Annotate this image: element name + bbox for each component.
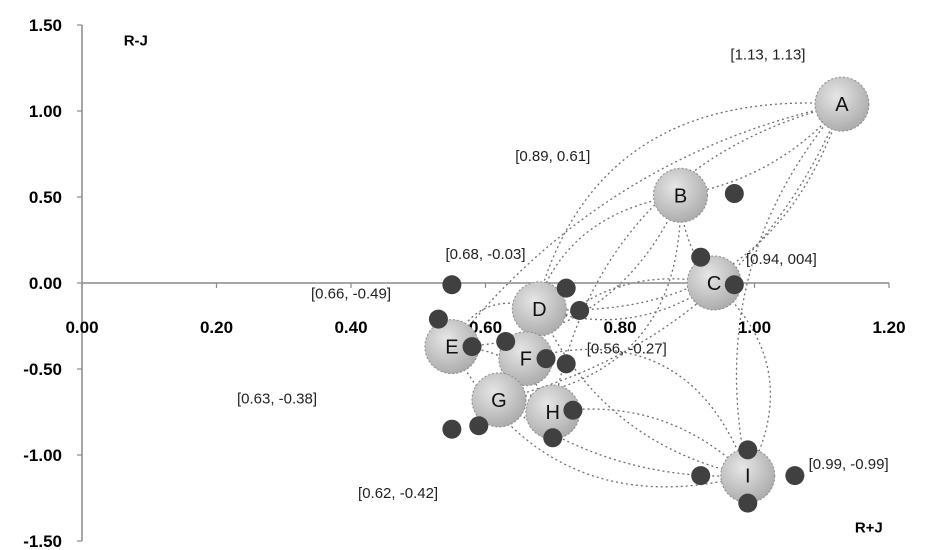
node-label-i: I <box>745 466 751 488</box>
connection-line-c-f <box>525 278 715 360</box>
connection-line-a-d <box>539 103 843 311</box>
connection-line-a-i <box>735 103 843 476</box>
x-tick-label: 1.00 <box>738 318 771 337</box>
node-d <box>511 281 567 337</box>
sub-point <box>785 466 805 486</box>
connection-lines <box>451 102 843 488</box>
y-tick-label: 0.00 <box>29 274 62 293</box>
x-tick-label: 0.40 <box>334 318 367 337</box>
node-label-f: F <box>520 349 532 371</box>
annotation-label: [0.89, 0.61] <box>515 148 590 165</box>
sub-point <box>556 278 576 298</box>
annotation-label: [0.94, 004] <box>746 251 817 268</box>
annotation-label: [0.56, -0.27] <box>587 341 667 358</box>
node-label-e: E <box>445 337 458 359</box>
annotation-label: [0.68, -0.03] <box>445 246 525 263</box>
node-label-d: D <box>532 299 546 321</box>
connection-line-a-e <box>451 103 843 348</box>
sub-point <box>496 331 516 351</box>
sub-point <box>563 400 583 420</box>
y-tick-label: -1.50 <box>23 532 62 550</box>
axes: 1.50 1.00 0.50 0.00 -0.50 -1.00 -1.50 0.00 0.20 0… <box>23 16 905 550</box>
sub-point <box>469 416 489 436</box>
connection-line-b-e <box>451 195 682 348</box>
annotation-label: [0.99, -0.99] <box>809 456 889 473</box>
sub-point <box>556 354 576 374</box>
y-tick-label: -0.50 <box>23 360 62 379</box>
y-axis-title: R-J <box>124 33 148 50</box>
annotations: [1.13, 1.13] [0.89, 0.61] [0.68, -0.03] [0.… <box>237 46 889 502</box>
x-tick-label: 0.20 <box>200 318 233 337</box>
connection-line-c-i <box>713 282 772 476</box>
sub-point <box>570 301 590 321</box>
node-a <box>814 76 870 132</box>
connection-line-g-i <box>498 399 748 477</box>
sub-point <box>442 275 462 295</box>
connection-line-f-i <box>525 348 749 476</box>
node-label-b: B <box>674 185 687 207</box>
annotation-label: [0.62, -0.42] <box>358 485 438 502</box>
y-tick-label: 1.00 <box>29 102 62 121</box>
x-tick-label: 0.80 <box>603 318 636 337</box>
y-tick-label: -1.00 <box>23 446 62 465</box>
sub-point <box>462 337 482 357</box>
node-i <box>720 448 776 504</box>
node-label-g: G <box>491 390 507 412</box>
node-label-a: A <box>835 94 849 116</box>
node-g <box>471 372 527 428</box>
sub-point <box>536 349 556 369</box>
sub-point <box>738 440 758 460</box>
y-tick-label: 1.50 <box>29 16 62 35</box>
sub-points <box>428 184 805 513</box>
connection-line-h-i <box>552 408 749 477</box>
sub-point <box>691 466 711 486</box>
nodes: A B C D E FG H I <box>424 76 870 504</box>
annotation-label: [0.63, -0.38] <box>237 390 317 407</box>
connection-line-a-b <box>680 103 843 196</box>
connection-line-d-i <box>538 308 748 477</box>
sub-point <box>442 419 462 439</box>
x-tick-label: 0.00 <box>65 318 98 337</box>
node-label-h: H <box>546 402 560 424</box>
x-tick-label: 1.20 <box>872 318 905 337</box>
node-label-c: C <box>707 273 721 295</box>
node-b <box>653 167 709 223</box>
sub-point <box>691 247 711 267</box>
sub-point <box>724 184 744 204</box>
x-tick-label: 0.60 <box>469 318 502 337</box>
sub-point <box>543 428 563 448</box>
x-axis-title: R+J <box>855 519 883 536</box>
y-tick-label: 0.50 <box>29 188 62 207</box>
sub-point <box>738 493 758 513</box>
sub-point <box>428 309 448 329</box>
connection-line-a-f <box>525 102 842 359</box>
annotation-label: [1.13, 1.13] <box>730 46 805 63</box>
connection-line-b-g <box>498 195 682 401</box>
connection-line-a-h <box>552 103 843 413</box>
sub-point <box>724 275 744 295</box>
annotation-label: [0.66, -0.49] <box>311 285 391 302</box>
